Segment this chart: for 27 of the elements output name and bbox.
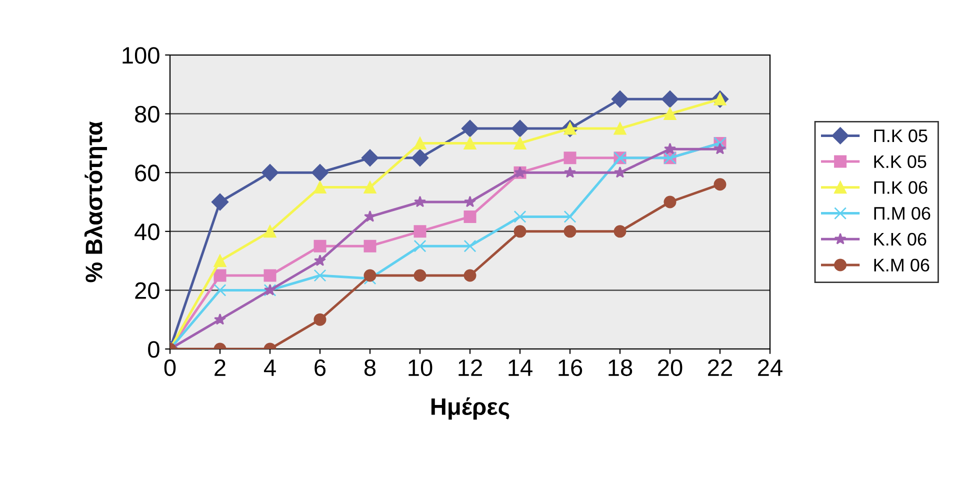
x-tick-label: 18	[608, 359, 632, 376]
x-tick-label: 4	[264, 360, 276, 376]
x-tick-label: 2	[214, 359, 226, 376]
y-tick-label: 40	[134, 223, 160, 240]
x-tick-label: 12	[458, 359, 482, 376]
y-tick-label: 80	[135, 106, 160, 123]
x-tick-label: 8	[364, 359, 376, 376]
legend-label: Κ.Κ 06	[874, 232, 926, 246]
x-tick-label: 10	[408, 359, 432, 376]
legend-label: Π.Κ 06	[874, 181, 928, 194]
y-tick-label: 0	[148, 341, 160, 358]
x-tick-label: 22	[708, 359, 732, 376]
x-tick-label: 0	[164, 359, 176, 376]
legend-label: Π.Κ 05	[874, 129, 928, 142]
x-tick-label: 20	[658, 359, 682, 376]
x-tick-label: 14	[508, 360, 532, 376]
x-tick-label: 16	[558, 359, 582, 376]
legend-label: Π.Μ 06	[874, 206, 930, 220]
x-tick-label: 6	[314, 359, 326, 376]
y-tick-label: 20	[135, 282, 160, 299]
legend-label: Κ.Κ 05	[874, 155, 926, 168]
y-tick-label: 60	[135, 164, 160, 182]
x-axis-title: Ημέρες	[431, 397, 510, 420]
x-tick-label: 24	[758, 359, 782, 376]
legend-label: Κ.Μ 06	[874, 258, 930, 272]
y-tick-label: 100	[122, 47, 160, 64]
y-axis-title: % Βλαστότητα	[84, 121, 107, 282]
